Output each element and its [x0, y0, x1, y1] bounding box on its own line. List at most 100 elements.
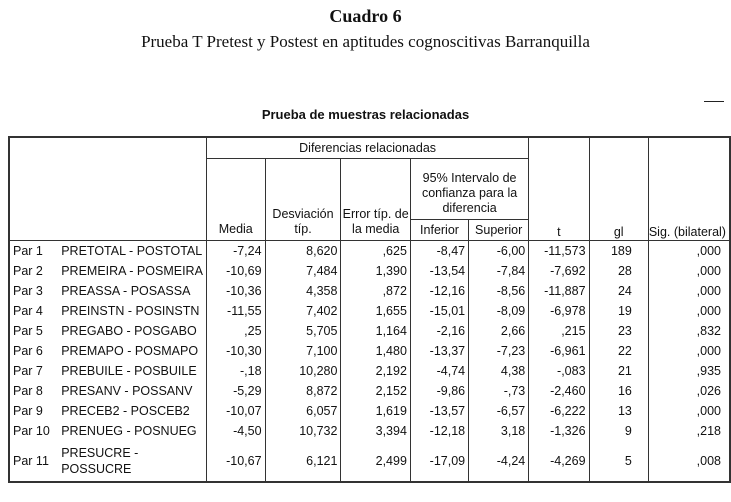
pair-variables: PRENUEG - POSNUEG — [61, 424, 197, 438]
cell-inferior: -13,57 — [409, 401, 469, 421]
cell-t: -6,222 — [528, 401, 590, 421]
cell-sig: ,000 — [647, 240, 730, 261]
table-title: Prueba de muestras relacionadas — [261, 107, 470, 122]
pair-variables: PREMEIRA - POSMEIRA — [61, 264, 203, 278]
table-row: Par 5 PREGABO - POSGABO ,25 5,705 1,164 -2,16… — [9, 321, 730, 341]
cell-media: -,18 — [205, 361, 266, 381]
col-header-inferior: Inferior — [409, 219, 469, 241]
cell-desv: 7,402 — [264, 301, 341, 321]
group-header: Diferencias relacionadas — [205, 137, 529, 159]
pair-variables: PREGABO - POSGABO — [61, 324, 197, 338]
cell-superior: -,73 — [468, 381, 529, 401]
cell-error: 1,619 — [340, 401, 411, 421]
paired-samples-table: Diferencias relacionadas t gl Sig. (bila… — [8, 136, 731, 483]
pair-variables: PRECEB2 - POSCEB2 — [61, 404, 190, 418]
cell-inferior: -4,74 — [409, 361, 469, 381]
cell-gl: 23 — [588, 321, 649, 341]
cell-gl: 22 — [588, 341, 649, 361]
cell-superior: 2,66 — [468, 321, 529, 341]
cell-gl: 24 — [588, 281, 649, 301]
col-header-t: t — [528, 137, 590, 241]
pair-label: Par 7 — [13, 364, 43, 378]
cell-media: -5,29 — [205, 381, 266, 401]
cell-error: 2,152 — [340, 381, 411, 401]
cell-sig: ,000 — [647, 301, 730, 321]
pair-label: Par 2 — [13, 264, 43, 278]
cell-inferior: -12,18 — [409, 421, 469, 441]
cell-sig: ,026 — [647, 381, 730, 401]
cell-t: ,215 — [528, 321, 590, 341]
pair-label: Par 4 — [13, 304, 43, 318]
table-row: Par 3 PREASSA - POSASSA -10,36 4,358,872 -12… — [9, 281, 730, 301]
col-header-media: Media — [205, 158, 266, 241]
cell-inferior: -8,47 — [409, 240, 469, 261]
cell-media: -10,07 — [205, 401, 266, 421]
cell-error: 1,390 — [340, 261, 411, 281]
cell-desv: 7,100 — [264, 341, 341, 361]
cell-t: -11,573 — [528, 240, 590, 261]
pair-variables: PRESUCRE - POSSUCRE — [61, 446, 139, 476]
cell-media: -7,24 — [205, 240, 266, 261]
col-header-desv: Desviación típ. — [264, 158, 341, 241]
cell-t: -4,269 — [528, 441, 590, 482]
cell-superior: -8,56 — [468, 281, 529, 301]
pair-variables: PREBUILE - POSBUILE — [61, 364, 197, 378]
cell-desv: 5,705 — [264, 321, 341, 341]
cell-inferior: -12,16 — [409, 281, 469, 301]
cell-desv: 8,620 — [264, 240, 341, 261]
pair-label: Par 11 — [13, 454, 49, 468]
cell-gl: 5 — [588, 441, 649, 482]
cell-inferior: -13,37 — [409, 341, 469, 361]
pair-variables: PREMAPO - POSMAPO — [61, 344, 199, 358]
cell-t: -2,460 — [528, 381, 590, 401]
cell-desv: 8,872 — [264, 381, 341, 401]
table-row: Par 7 PREBUILE - POSBUILE -,18 10,280 2,192-… — [9, 361, 730, 381]
cell-gl: 16 — [588, 381, 649, 401]
col-header-sig: Sig. (bilateral) — [647, 137, 730, 241]
pair-label: Par 8 — [13, 384, 43, 398]
cell-error: 2,499 — [340, 441, 411, 482]
pair-label: Par 3 — [13, 284, 43, 298]
cell-desv: 6,057 — [264, 401, 341, 421]
cell-error: ,625 — [340, 240, 411, 261]
cell-inferior: -9,86 — [409, 381, 469, 401]
col-header-error: Error típ. de la media — [340, 158, 411, 241]
cell-error: 1,164 — [340, 321, 411, 341]
pair-variables: PRETOTAL - POSTOTAL — [61, 244, 203, 258]
pair-label: Par 6 — [13, 344, 43, 358]
pair-label: Par 5 — [13, 324, 43, 338]
table-row: Par 10 PRENUEG - POSNUEG -4,50 10,732 3,394-… — [9, 421, 730, 441]
cell-superior: -4,24 — [468, 441, 529, 482]
caption-number: Cuadro 6 — [329, 6, 402, 26]
cell-inferior: -15,01 — [409, 301, 469, 321]
cell-gl: 19 — [588, 301, 649, 321]
cell-gl: 28 — [588, 261, 649, 281]
cell-error: 1,655 — [340, 301, 411, 321]
col-header-gl: gl — [588, 137, 649, 241]
table-row: Par 4 PREINSTN - POSINSTN -11,55 7,402 1,655… — [9, 301, 730, 321]
cell-superior: -8,09 — [468, 301, 529, 321]
cell-error: 1,480 — [340, 341, 411, 361]
divider — [704, 101, 724, 102]
cell-inferior: -13,54 — [409, 261, 469, 281]
cell-sig: ,000 — [647, 261, 730, 281]
cell-sig: ,935 — [647, 361, 730, 381]
col-header-superior: Superior — [468, 219, 529, 241]
cell-gl: 9 — [588, 421, 649, 441]
cell-desv: 10,732 — [264, 421, 341, 441]
pair-variables: PRESANV - POSSANV — [61, 384, 193, 398]
cell-desv: 6,121 — [264, 441, 341, 482]
cell-superior: 3,18 — [468, 421, 529, 441]
cell-sig: ,000 — [647, 281, 730, 301]
pair-variables: PREASSA - POSASSA — [61, 284, 191, 298]
cell-desv: 7,484 — [264, 261, 341, 281]
pair-label: Par 9 — [13, 404, 43, 418]
cell-superior: -6,57 — [468, 401, 529, 421]
table-row: Par 6 PREMAPO - POSMAPO -10,30 7,100 1,480 -1… — [9, 341, 730, 361]
table-row: Par 1 PRETOTAL - POSTOTAL -7,24 8,620,625 -8… — [9, 240, 730, 261]
cell-gl: 13 — [588, 401, 649, 421]
cell-inferior: -17,09 — [409, 441, 469, 482]
cell-desv: 4,358 — [264, 281, 341, 301]
cell-t: -7,692 — [528, 261, 590, 281]
cell-sig: ,000 — [647, 341, 730, 361]
